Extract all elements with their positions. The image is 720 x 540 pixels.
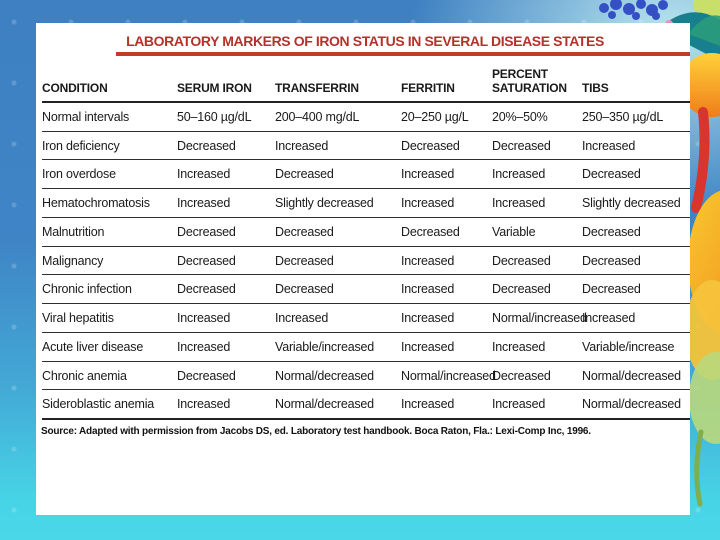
value-cell: Increased xyxy=(177,303,275,333)
value-cell: Decreased xyxy=(177,246,275,276)
condition-cell: Hematochromatosis xyxy=(42,188,177,218)
condition-cell: Sideroblastic anemia xyxy=(42,389,177,421)
value-cell: Increased xyxy=(401,274,492,305)
condition-cell: Malignancy xyxy=(42,246,177,276)
column-header: PERCENT SATURATION xyxy=(492,65,582,103)
table-row: Iron deficiency Decreased Increased Decreas… xyxy=(42,131,690,161)
table-row: Chronic anemia Decreased Normal/decreased N… xyxy=(42,361,690,391)
table-row: Viral hepatitis Increased Increased Increas… xyxy=(42,303,690,333)
table-row: Acute liver disease Increased Variable/inc… xyxy=(42,332,690,362)
table-body: Normal intervals 50–160 µg/dL 200–400 mg/d… xyxy=(42,101,690,421)
table-panel: LABORATORY MARKERS OF IRON STATUS IN SEV… xyxy=(36,23,690,515)
table-row: Chronic infection Decreased Decreased Incre… xyxy=(42,274,690,305)
value-cell: Normal/decreased xyxy=(582,389,690,421)
value-cell: Increased xyxy=(492,188,582,218)
value-cell: Increased xyxy=(401,188,492,218)
value-cell: Increased xyxy=(177,188,275,218)
iron-status-table: CONDITION SERUM IRON TRANSFERRIN FERRITIN PE… xyxy=(42,65,690,421)
value-cell: Normal/decreased xyxy=(582,361,690,391)
column-header: TIBS xyxy=(582,65,690,103)
condition-cell: Iron overdose xyxy=(42,159,177,190)
slide-title: LABORATORY MARKERS OF IRON STATUS IN SEV… xyxy=(126,33,604,49)
table-row: Iron overdose Increased Decreased Increased… xyxy=(42,159,690,190)
value-cell: 200–400 mg/dL xyxy=(275,101,401,132)
value-cell: Increased xyxy=(275,303,401,333)
value-cell: Increased xyxy=(492,159,582,190)
value-cell: Decreased xyxy=(582,217,690,247)
value-cell: Normal/increased xyxy=(401,361,496,391)
value-cell: Normal/decreased xyxy=(275,361,401,391)
condition-cell: Chronic infection xyxy=(42,274,177,305)
table-row: Normal intervals 50–160 µg/dL 200–400 mg/d… xyxy=(42,101,690,132)
value-cell: Decreased xyxy=(401,131,492,161)
value-cell: Increased xyxy=(401,303,492,333)
value-cell: Decreased xyxy=(492,361,582,391)
title-underline xyxy=(116,52,690,56)
column-header: TRANSFERRIN xyxy=(275,65,401,103)
value-cell: Increased xyxy=(401,159,492,190)
value-cell: Decreased xyxy=(177,361,275,391)
table-row: Malignancy Decreased Decreased Increased Dec… xyxy=(42,246,690,276)
table-row: Hematochromatosis Increased Slightly decre… xyxy=(42,188,690,218)
value-cell: Decreased xyxy=(582,159,690,190)
value-cell: Normal/decreased xyxy=(275,389,401,421)
column-header: SERUM IRON xyxy=(177,65,275,103)
value-cell: Increased xyxy=(582,131,690,161)
value-cell: Increased xyxy=(177,332,275,362)
table-row: Malnutrition Decreased Decreased Decreased V… xyxy=(42,217,690,247)
value-cell: Variable/increased xyxy=(275,332,401,362)
value-cell: Slightly decreased xyxy=(582,188,690,218)
column-header: FERRITIN xyxy=(401,65,492,103)
condition-cell: Chronic anemia xyxy=(42,361,177,391)
value-cell: Variable xyxy=(492,217,582,247)
value-cell: Decreased xyxy=(582,274,690,305)
value-cell: Increased xyxy=(492,332,582,362)
source-note: Source: Adapted with permission from Jac… xyxy=(41,426,591,438)
value-cell: Decreased xyxy=(177,131,275,161)
value-cell: Variable/increase xyxy=(582,332,690,362)
value-cell: Increased xyxy=(401,389,492,421)
condition-cell: Normal intervals xyxy=(42,101,177,132)
value-cell: 20%–50% xyxy=(492,101,582,132)
value-cell: Decreased xyxy=(275,159,401,190)
value-cell: Slightly decreased xyxy=(275,188,401,218)
value-cell: Decreased xyxy=(401,217,492,247)
header-row: CONDITION SERUM IRON TRANSFERRIN FERRITIN PE… xyxy=(42,65,690,103)
value-cell: Decreased xyxy=(582,246,690,276)
value-cell: Decreased xyxy=(177,274,275,305)
value-cell: Decreased xyxy=(275,274,401,305)
value-cell: Normal/increased xyxy=(492,303,587,333)
value-cell: Decreased xyxy=(275,246,401,276)
value-cell: Increased xyxy=(401,246,492,276)
condition-cell: Viral hepatitis xyxy=(42,303,177,333)
value-cell: Increased xyxy=(401,332,492,362)
value-cell: Decreased xyxy=(492,131,582,161)
value-cell: Increased xyxy=(492,389,582,421)
value-cell: Decreased xyxy=(275,217,401,247)
value-cell: Increased xyxy=(582,303,690,333)
value-cell: Increased xyxy=(177,159,275,190)
value-cell: Decreased xyxy=(492,246,582,276)
value-cell: Decreased xyxy=(177,217,275,247)
table-row: Sideroblastic anemia Increased Normal/decr… xyxy=(42,389,690,421)
value-cell: 20–250 µg/L xyxy=(401,101,492,132)
condition-cell: Iron deficiency xyxy=(42,131,177,161)
column-header: CONDITION xyxy=(42,65,177,103)
value-cell: Increased xyxy=(275,131,401,161)
condition-cell: Malnutrition xyxy=(42,217,177,247)
value-cell: Increased xyxy=(177,389,275,421)
value-cell: 50–160 µg/dL xyxy=(177,101,275,132)
condition-cell: Acute liver disease xyxy=(42,332,177,362)
value-cell: Decreased xyxy=(492,274,582,305)
value-cell: 250–350 µg/dL xyxy=(582,101,690,132)
